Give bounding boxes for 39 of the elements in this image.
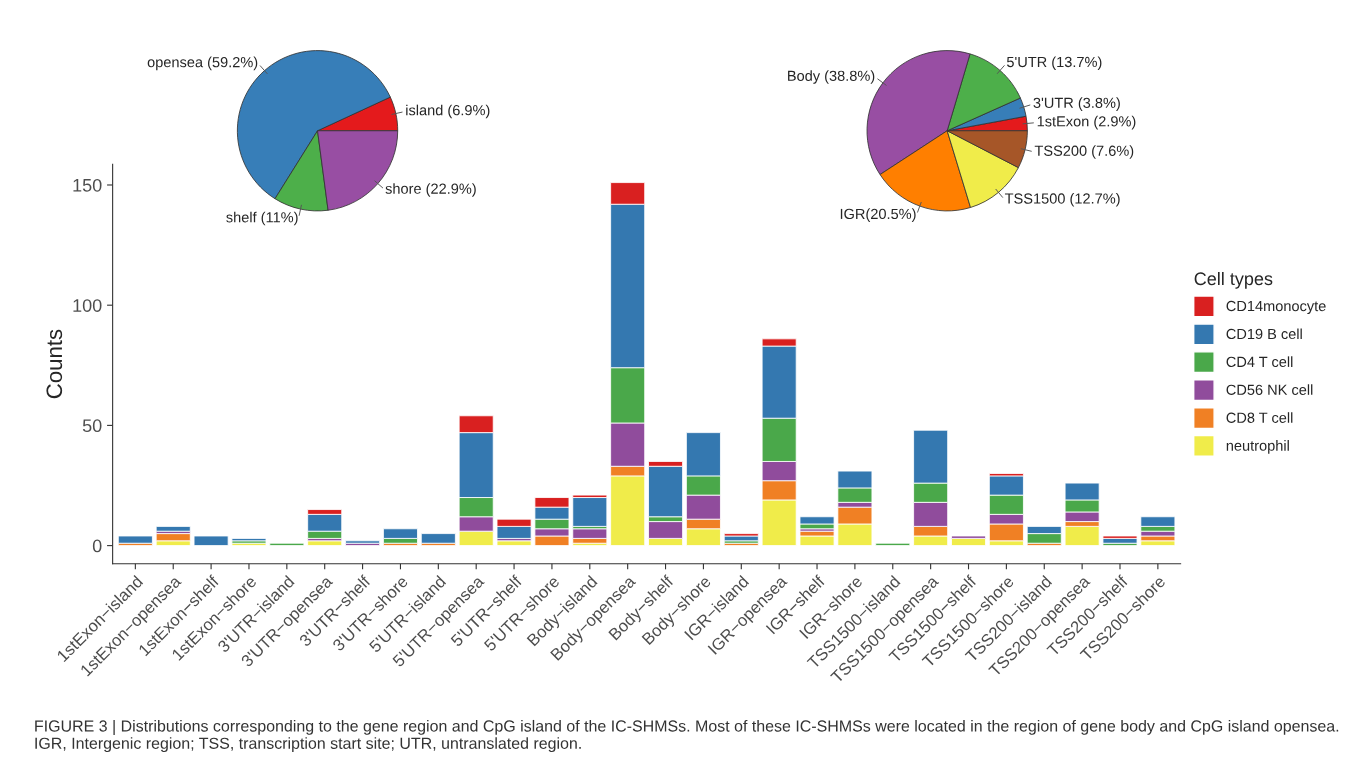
bar (193, 535, 229, 547)
bar (799, 516, 835, 525)
bar (420, 533, 456, 544)
legend-label: CD4 T cell (1226, 356, 1293, 368)
legend-label: CD19 B cell (1226, 328, 1302, 340)
legend-label: CD56 NK cell (1226, 384, 1313, 395)
slice-label: 1stExon (2.9%) (1037, 115, 1136, 130)
bar (1140, 530, 1176, 537)
y-tick-label: 150 (73, 178, 102, 192)
slice-label: 5'UTR (13.7%) (1006, 56, 1102, 70)
bar (496, 540, 532, 547)
bar (155, 525, 191, 532)
y-axis-title: Counts (46, 329, 63, 399)
slice-label: opensea (59.2%) (147, 56, 258, 71)
bar (572, 497, 608, 527)
bar (269, 542, 305, 547)
legend-title: Cell types (1194, 271, 1273, 289)
slice-label: TSS200 (7.6%) (1034, 145, 1134, 159)
bar (648, 465, 684, 518)
slice-label: IGR(20.5%) (840, 208, 916, 222)
slice-label: shore (22.9%) (385, 183, 476, 197)
y-tick-label: 0 (92, 539, 102, 553)
bar (1140, 540, 1176, 547)
bar (1102, 537, 1138, 544)
legend-label: neutrophil (1226, 440, 1289, 454)
y-tick-label: 100 (73, 299, 102, 312)
legend-label: CD14monocyte (1226, 300, 1326, 315)
slice-label: Body (38.8%) (788, 70, 875, 84)
slice-label: TSS1500 (12.7%) (1004, 192, 1120, 207)
slice-label: 3'UTR (3.8%) (1033, 97, 1120, 111)
caption: FIGURE 3 | Distributions corresponding to the gene region and CpG island of the IC-SHMSs. Most of these IC-SHMSs were located in the region of gene body and CpG island opensea. IGR, Intergenic region; TSS, transcription start site; UTR, untranslated region. (35, 719, 1339, 753)
bar (723, 533, 759, 537)
bar (875, 542, 911, 547)
bar (117, 535, 153, 544)
slice-label: island (6.9%) (406, 104, 490, 119)
y-tick-label: 50 (82, 419, 102, 433)
legend-label: CD8 T cell (1226, 412, 1293, 423)
bar (1064, 525, 1100, 547)
slice-label: shelf (11%) (226, 211, 298, 226)
